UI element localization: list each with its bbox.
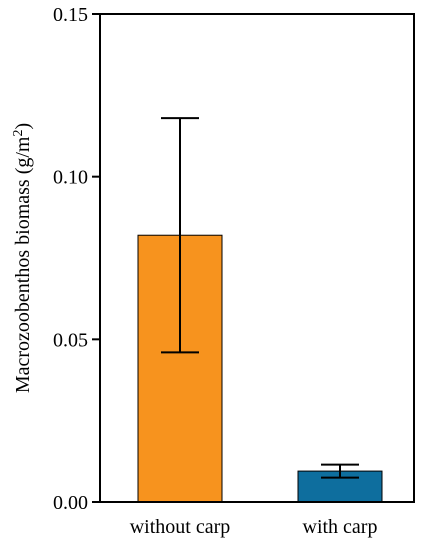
y-tick-label: 0.00: [53, 492, 88, 514]
x-category-label: without carp: [130, 516, 231, 538]
x-category-label: with carp: [303, 516, 378, 538]
y-axis-title-main: Macrozoobenthos biomass (g/m: [12, 136, 34, 393]
axes-layer: [99, 13, 415, 503]
ticks-layer: 0.00 0.05 0.10 0.15 without carp with carp: [53, 4, 377, 538]
plot-frame: [99, 13, 415, 503]
y-tick-label: 0.10: [53, 167, 88, 189]
y-axis-title-suffix: ): [12, 123, 34, 130]
y-tick-label: 0.05: [53, 329, 88, 351]
y-axis-title: Macrozoobenthos biomass (g/m2): [11, 123, 34, 393]
y-axis-title-superscript: 2: [11, 130, 26, 137]
y-tick-label: 0.15: [53, 4, 88, 26]
bars-layer: [137, 234, 383, 503]
error-bars-layer: [161, 117, 359, 479]
